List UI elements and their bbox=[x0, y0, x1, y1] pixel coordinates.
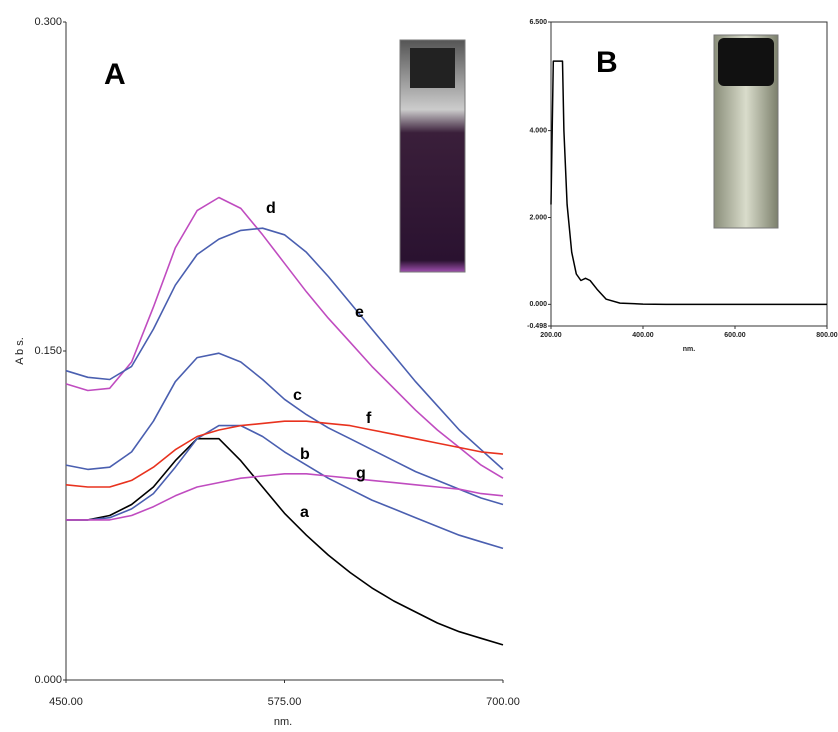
inset-photo-b bbox=[713, 34, 779, 229]
y-axis-label: A b s. bbox=[14, 337, 26, 365]
curve-label: b bbox=[300, 446, 310, 463]
data-line bbox=[65, 352, 504, 506]
y-tick-label: -0.498 bbox=[527, 323, 547, 330]
y-tick-label: 2.000 bbox=[529, 214, 547, 221]
y-tick-label: 0.000 bbox=[34, 674, 62, 686]
curve-label: e bbox=[355, 304, 364, 321]
curve-label: a bbox=[300, 504, 309, 521]
plot-frame bbox=[550, 21, 828, 327]
curve-label: f bbox=[366, 410, 372, 427]
x-axis-label: nm. bbox=[683, 346, 696, 353]
curve-label: g bbox=[356, 465, 366, 482]
x-axis-label: nm. bbox=[274, 716, 292, 728]
data-line bbox=[66, 424, 504, 550]
x-tick-label: 800.00 bbox=[816, 332, 838, 339]
y-tick-label: 0.000 bbox=[529, 301, 547, 308]
y-tick-label: 6.500 bbox=[529, 19, 547, 26]
x-tick-label: 200.00 bbox=[540, 332, 562, 339]
data-line bbox=[65, 420, 504, 488]
x-tick-label: 575.00 bbox=[268, 696, 302, 708]
inset-photo-a bbox=[399, 39, 466, 273]
data-line bbox=[65, 196, 504, 479]
data-line bbox=[65, 227, 504, 470]
data-line bbox=[66, 473, 504, 521]
x-tick-label: 600.00 bbox=[724, 332, 746, 339]
x-tick-label: 700.00 bbox=[486, 696, 520, 708]
panel-label: B bbox=[596, 46, 618, 79]
y-tick-label: 4.000 bbox=[529, 127, 547, 134]
panel-label: A bbox=[104, 58, 126, 91]
curve-label: d bbox=[266, 200, 276, 217]
data-line bbox=[66, 437, 504, 646]
y-tick-label: 0.150 bbox=[34, 345, 62, 357]
x-tick-label: 450.00 bbox=[49, 696, 83, 708]
curve-label: c bbox=[293, 387, 302, 404]
y-tick-label: 0.300 bbox=[34, 16, 62, 28]
data-line bbox=[550, 60, 827, 306]
x-tick-label: 400.00 bbox=[632, 332, 654, 339]
